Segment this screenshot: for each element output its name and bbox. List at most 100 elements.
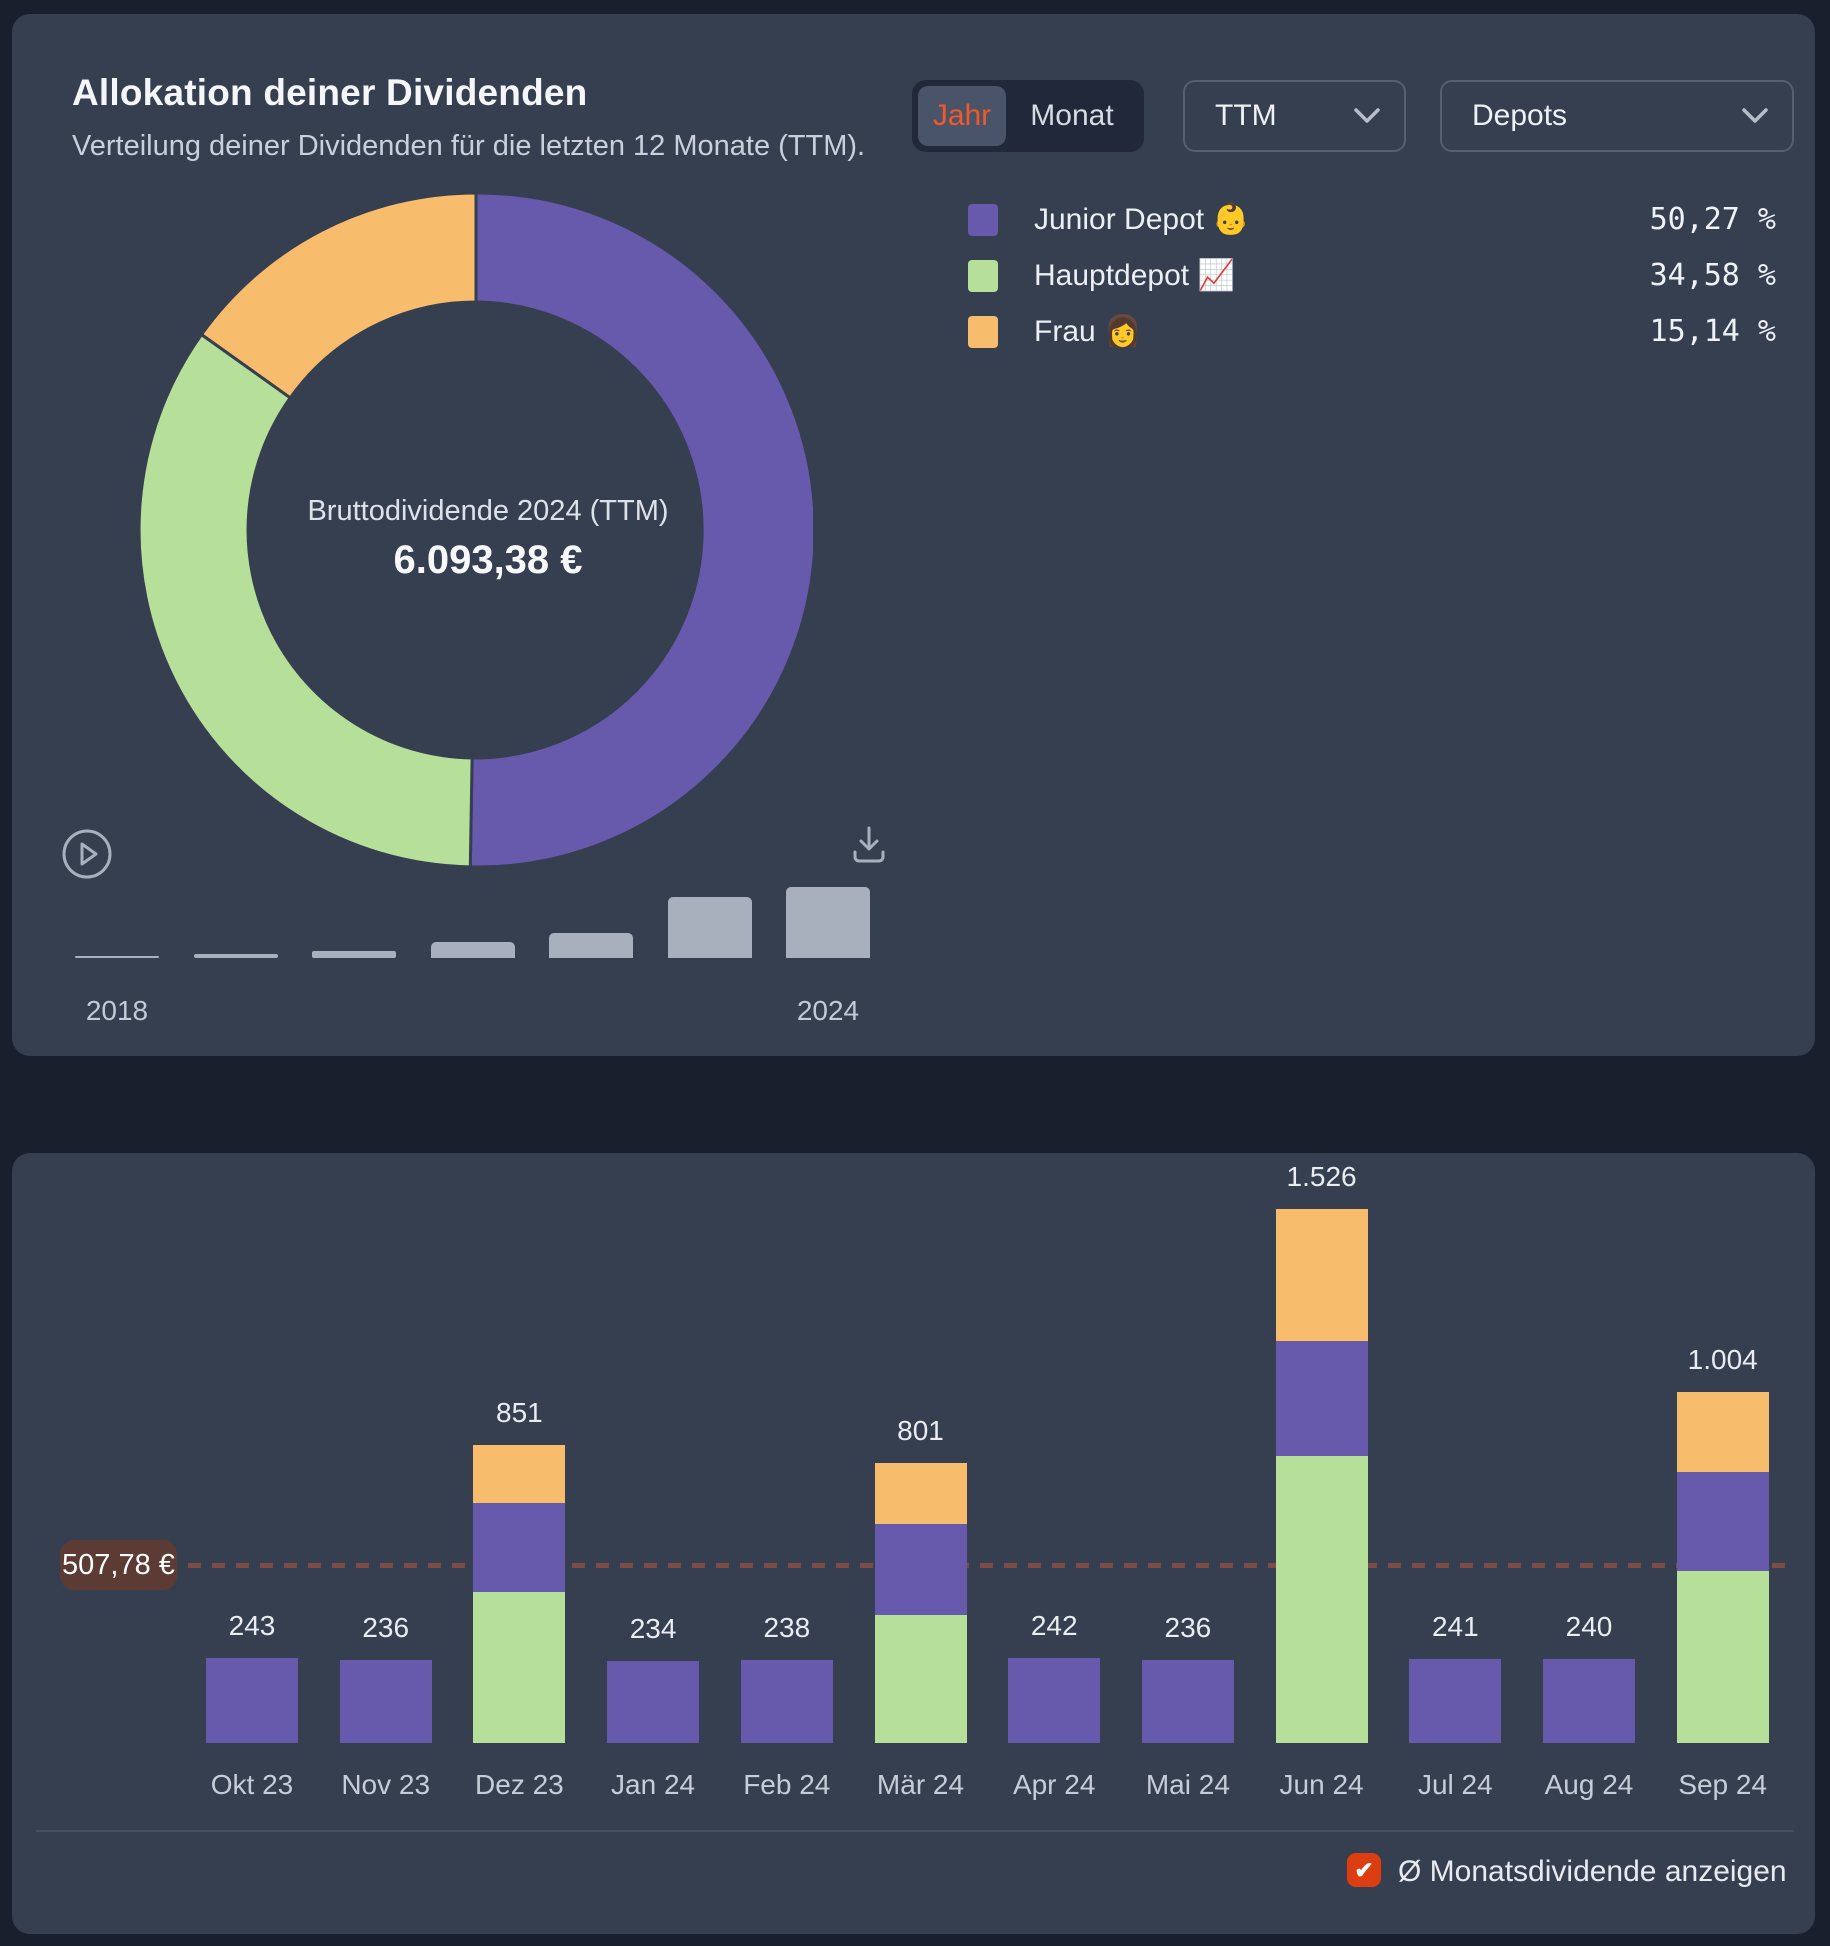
bar-value-label: 236 [1164, 1612, 1212, 1643]
toggle-option-jahr[interactable]: Jahr [918, 86, 1006, 146]
bar-segment-hauptdepot [1676, 1571, 1769, 1743]
year-bar-2021[interactable] [430, 942, 515, 958]
year-tick-last: 2024 [796, 995, 860, 1026]
legend-label: Frau 👩 [1034, 315, 1142, 348]
month-tick-label: Apr 24 [1012, 1769, 1096, 1800]
divider [36, 1830, 1794, 1832]
bar-value-label: 1.526 [1286, 1161, 1357, 1192]
month-bar-Jul-24[interactable] [1409, 1659, 1502, 1743]
month-bar-Jun-24[interactable] [1275, 1209, 1368, 1743]
month-bar-Nov-23[interactable] [339, 1660, 432, 1743]
legend-percentage: 34,58 % [1649, 258, 1776, 293]
average-dividend-badge: 507,78 € [60, 1540, 177, 1590]
bar-segment-frau [1676, 1392, 1769, 1472]
bar-segment-junior-depot [473, 1503, 566, 1592]
month-bar-Jan-24[interactable] [607, 1661, 700, 1743]
month-tick-label: Jan 24 [611, 1769, 696, 1800]
bar-value-label: 801 [897, 1415, 944, 1446]
page-subtitle: Verteilung deiner Dividenden für die let… [72, 130, 866, 162]
bar-segment-hauptdepot [874, 1615, 967, 1743]
bar-segment-junior-depot [206, 1658, 298, 1743]
year-bar-2023[interactable] [667, 897, 752, 958]
bar-value-label: 243 [228, 1610, 276, 1641]
month-tick-label: Aug 24 [1544, 1769, 1634, 1800]
allocation-card: Allokation deiner Dividenden Verteilung … [12, 14, 1815, 1056]
year-bar-2022[interactable] [549, 933, 633, 958]
avg-dividend-checkbox-label[interactable]: Ø Monatsdividende anzeigen [1398, 1855, 1787, 1888]
chevron-down-icon [1742, 108, 1768, 123]
month-tick-label: Jun 24 [1279, 1769, 1364, 1800]
page-title: Allokation deiner Dividenden [72, 72, 588, 113]
month-bar-Feb-24[interactable] [740, 1660, 833, 1743]
play-animation-button[interactable] [61, 828, 113, 880]
legend-swatch-frau [968, 316, 998, 348]
year-tick-first: 2018 [85, 995, 149, 1026]
bar-segment-junior-depot [1409, 1659, 1502, 1743]
bar-value-label: 851 [496, 1397, 543, 1428]
bar-segment-junior-depot [1676, 1472, 1769, 1571]
bar-value-label: 234 [629, 1613, 677, 1644]
legend-percentage: 50,27 % [1649, 202, 1776, 237]
bar-value-label: 1.004 [1687, 1344, 1758, 1375]
bar-segment-junior-depot [1275, 1341, 1368, 1456]
download-icon[interactable] [847, 822, 891, 866]
bar-segment-junior-depot [1141, 1660, 1234, 1743]
month-bar-Aug-24[interactable] [1543, 1659, 1635, 1743]
donut-center-value: 6.093,38 € [393, 538, 583, 582]
month-bar-Apr-24[interactable] [1008, 1658, 1101, 1743]
depots-dropdown[interactable]: Depots [1440, 80, 1794, 152]
chevron-down-icon [1354, 108, 1380, 123]
legend-swatch-junior-depot [968, 204, 998, 236]
bar-value-label: 242 [1030, 1610, 1078, 1641]
month-bar-Dez-23[interactable] [473, 1445, 566, 1743]
bar-segment-frau [473, 1445, 566, 1503]
month-bar-Mai-24[interactable] [1141, 1660, 1234, 1743]
toggle-option-monat[interactable]: Monat [1030, 99, 1114, 132]
bar-segment-junior-depot [1543, 1659, 1635, 1743]
donut-slice-hauptdepot[interactable] [139, 332, 474, 867]
donut-slice-junior-depot[interactable] [468, 193, 813, 867]
bar-segment-frau [874, 1463, 967, 1524]
depots-dropdown-value: Depots [1472, 99, 1568, 132]
average-dividend-line [188, 1563, 1796, 1568]
period-toggle: Jahr Monat [912, 80, 1144, 152]
year-bar-2020[interactable] [312, 951, 396, 958]
month-tick-label: Jul 24 [1417, 1769, 1493, 1800]
donut-chart[interactable] [139, 193, 813, 867]
year-bar-2019[interactable] [193, 954, 278, 958]
legend-row: Junior Depot 👶 50,27 % [968, 202, 1778, 237]
month-tick-label: Dez 23 [475, 1769, 564, 1800]
month-bar-Mär-24[interactable] [874, 1463, 967, 1743]
legend-label: Hauptdepot 📈 [1034, 259, 1235, 292]
month-bar-Sep-24[interactable] [1676, 1392, 1769, 1743]
bar-value-label: 238 [763, 1612, 811, 1643]
monthly-dividends-card: 507,78 € 243 Okt 23 236 Nov 23 851 Dez 23 234 J… [12, 1153, 1815, 1934]
bar-value-label: 241 [1431, 1611, 1479, 1642]
donut-slice-frau[interactable] [199, 193, 478, 400]
bar-segment-frau [1275, 1209, 1368, 1341]
month-tick-label: Okt 23 [210, 1769, 294, 1800]
range-dropdown[interactable]: TTM [1183, 80, 1406, 152]
month-tick-label: Nov 23 [341, 1769, 431, 1800]
month-tick-label: Mär 24 [876, 1769, 965, 1800]
bar-segment-junior-depot [740, 1660, 833, 1743]
bar-segment-hauptdepot [1275, 1456, 1368, 1743]
bar-segment-junior-depot [607, 1661, 700, 1743]
month-bar-Okt-23[interactable] [206, 1658, 298, 1743]
year-bar-2018[interactable] [75, 956, 159, 958]
bar-value-label: 236 [362, 1612, 410, 1643]
year-bar-2024[interactable] [786, 887, 870, 958]
legend-label: Junior Depot 👶 [1034, 203, 1250, 236]
bar-segment-junior-depot [1008, 1658, 1101, 1743]
month-tick-label: Sep 24 [1678, 1769, 1768, 1800]
bar-segment-junior-depot [874, 1524, 967, 1615]
month-tick-label: Mai 24 [1145, 1769, 1230, 1800]
bar-segment-hauptdepot [473, 1592, 566, 1743]
legend-percentage: 15,14 % [1649, 314, 1776, 349]
legend-swatch-hauptdepot [968, 260, 998, 292]
donut-center-label: Bruttodividende 2024 (TTM) [307, 495, 669, 527]
bar-value-label: 240 [1565, 1611, 1613, 1642]
avg-dividend-checkbox[interactable]: ✔ [1347, 1853, 1381, 1887]
range-dropdown-value: TTM [1215, 99, 1277, 132]
month-tick-label: Feb 24 [743, 1769, 831, 1800]
